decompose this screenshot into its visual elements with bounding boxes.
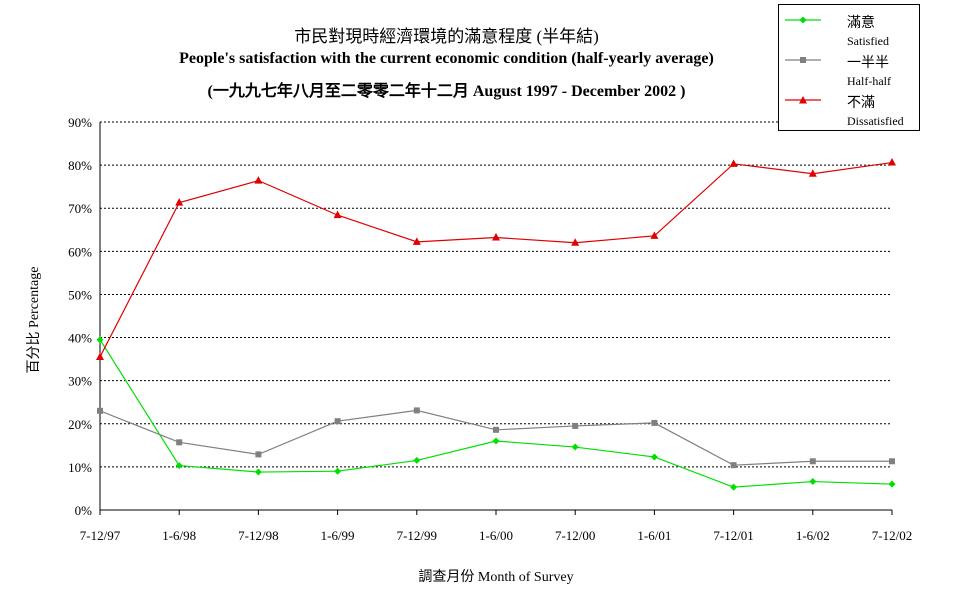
data-point-satisfied <box>650 453 658 461</box>
data-point-satisfied <box>96 336 104 344</box>
data-point-dissatisfied <box>175 198 184 206</box>
legend-label-dissatisfied-en: Dissatisfied <box>847 114 904 128</box>
data-point-dissatisfied <box>254 176 263 184</box>
axes <box>99 122 893 515</box>
y-tick-label: 30% <box>68 374 92 389</box>
data-point-half-half <box>97 407 103 414</box>
x-tick-labels: 7-12/97 1-6/98 7-12/98 1-6/99 7-12/99 1-6/00 7… <box>80 528 912 543</box>
y-tick-label: 10% <box>68 460 92 475</box>
series-line-dissatisfied <box>99 161 893 358</box>
y-tick-label: 20% <box>68 417 92 432</box>
y-tick-label: 60% <box>68 244 92 259</box>
legend-label-dissatisfied-zh: 不滿 <box>847 96 875 111</box>
data-point-half-half <box>809 458 816 465</box>
data-point-satisfied <box>254 468 262 476</box>
series-line-satisfied <box>99 339 893 488</box>
data-point-satisfied <box>809 478 817 486</box>
legend-item-half-half: 一半半 Half-half <box>779 49 919 89</box>
x-tick-label: 7-12/97 <box>80 528 121 543</box>
legend: 滿意 Satisfied 一半半 Half-half 不滿 Dissatisfi… <box>778 4 920 131</box>
y-axis-label: 百分比 Percentage <box>27 266 42 374</box>
y-tick-labels: 0% 10% 20% 30% 40% 50% 60% 70% 80% 90% <box>68 115 92 518</box>
data-point-dissatisfied <box>729 159 738 167</box>
data-point-half-half <box>413 407 420 414</box>
gridlines <box>100 121 892 468</box>
data-point-satisfied <box>334 467 342 475</box>
series-half-half <box>97 407 895 469</box>
data-point-dissatisfied <box>650 231 659 239</box>
x-tick-label: 7-12/99 <box>397 528 437 543</box>
data-point-half-half <box>255 451 262 458</box>
legend-label-satisfied-zh: 滿意 <box>847 16 875 31</box>
x-tick-label: 1-6/01 <box>637 528 671 543</box>
series-dissatisfied <box>96 158 896 360</box>
data-point-satisfied <box>492 437 500 445</box>
series-satisfied <box>96 336 896 491</box>
y-tick-label: 80% <box>68 158 92 173</box>
data-point-dissatisfied <box>571 238 580 246</box>
x-tick-label: 1-6/02 <box>796 528 830 543</box>
chart-title: 市民對現時經濟環境的滿意程度 (半年結) <box>294 27 599 46</box>
y-tick-label: 70% <box>68 201 92 216</box>
x-tick-label: 7-12/98 <box>238 528 278 543</box>
y-tick-label: 0% <box>75 503 93 518</box>
legend-label-half-half-zh: 一半半 <box>847 56 889 71</box>
data-point-satisfied <box>730 483 738 491</box>
data-point-half-half <box>334 418 341 425</box>
x-tick-label: 7-12/00 <box>555 528 595 543</box>
chart-date-range: (一九九七年八月至二零零二年十二月 August 1997 - December… <box>207 83 686 100</box>
y-tick-label: 90% <box>68 115 92 130</box>
x-tick-label: 1-6/00 <box>479 528 513 543</box>
data-point-dissatisfied <box>96 352 104 360</box>
data-point-half-half <box>572 422 579 429</box>
x-tick-label: 1-6/98 <box>162 528 196 543</box>
data-point-half-half <box>889 458 895 465</box>
x-tick-label: 7-12/02 <box>872 528 912 543</box>
data-point-dissatisfied <box>492 233 500 241</box>
y-tick-label: 40% <box>68 331 92 346</box>
chart-subtitle: People's satisfaction with the current e… <box>179 50 714 67</box>
legend-label-satisfied-en: Satisfied <box>847 34 889 48</box>
data-point-satisfied <box>888 480 896 488</box>
legend-item-satisfied: 滿意 Satisfied <box>779 9 919 49</box>
data-point-dissatisfied <box>412 237 421 245</box>
data-point-dissatisfied <box>888 158 896 166</box>
data-point-half-half <box>176 439 183 446</box>
legend-symbol-half-half <box>785 57 821 63</box>
data-point-dissatisfied <box>333 210 342 219</box>
data-point-dissatisfied <box>808 169 817 177</box>
legend-item-dissatisfied: 不滿 Dissatisfied <box>779 89 919 129</box>
legend-symbol-satisfied <box>785 16 821 24</box>
data-point-satisfied <box>413 456 421 464</box>
data-point-half-half <box>730 462 737 469</box>
data-point-half-half <box>493 426 499 433</box>
series-layer <box>96 158 896 491</box>
x-tick-label: 7-12/01 <box>713 528 753 543</box>
data-point-satisfied <box>175 462 183 470</box>
x-tick-label: 1-6/99 <box>321 528 355 543</box>
legend-symbol-dissatisfied <box>785 96 821 104</box>
y-tick-label: 50% <box>68 287 92 302</box>
data-point-half-half <box>651 419 658 426</box>
data-point-satisfied <box>571 443 579 451</box>
legend-label-half-half-en: Half-half <box>847 74 891 88</box>
x-axis-label: 調查月份 Month of Survey <box>418 570 574 585</box>
